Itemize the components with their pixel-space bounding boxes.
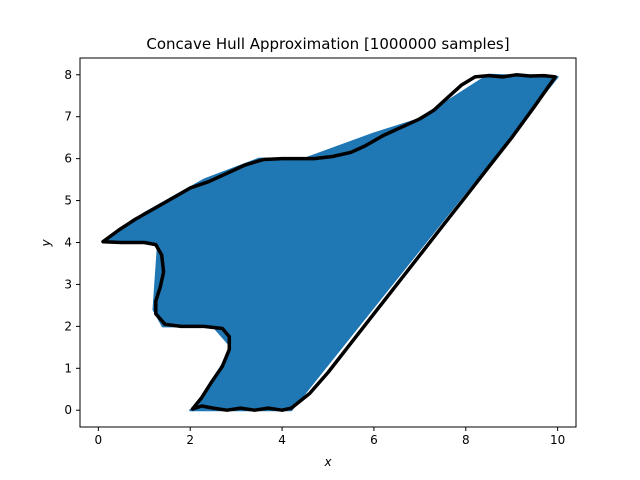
y-tick-label: 5 (64, 194, 72, 208)
y-tick-label: 3 (64, 277, 72, 291)
concave-hull-outline (101, 73, 558, 412)
plot-layer (101, 73, 559, 412)
x-tick-label: 2 (186, 433, 194, 447)
x-axis-label: x (323, 455, 332, 469)
x-tick-label: 0 (95, 433, 103, 447)
y-tick-label: 8 (64, 68, 72, 82)
y-axis-label: y (39, 239, 53, 248)
x-tick-label: 4 (278, 433, 286, 447)
y-tick-label: 7 (64, 110, 72, 124)
x-tick-label: 8 (462, 433, 470, 447)
ticks-layer: 0 2 4 6 8 10 0 1 2 3 4 5 6 7 8 (64, 68, 565, 447)
x-tick-label: 10 (550, 433, 565, 447)
y-tick-label: 1 (64, 361, 72, 375)
y-tick-label: 6 (64, 152, 72, 166)
y-tick-label: 4 (64, 236, 72, 250)
chart-title: Concave Hull Approximation [1000000 samp… (146, 35, 509, 53)
x-tick-label: 6 (370, 433, 378, 447)
y-tick-label: 0 (64, 403, 72, 417)
y-tick-label: 2 (64, 319, 72, 333)
